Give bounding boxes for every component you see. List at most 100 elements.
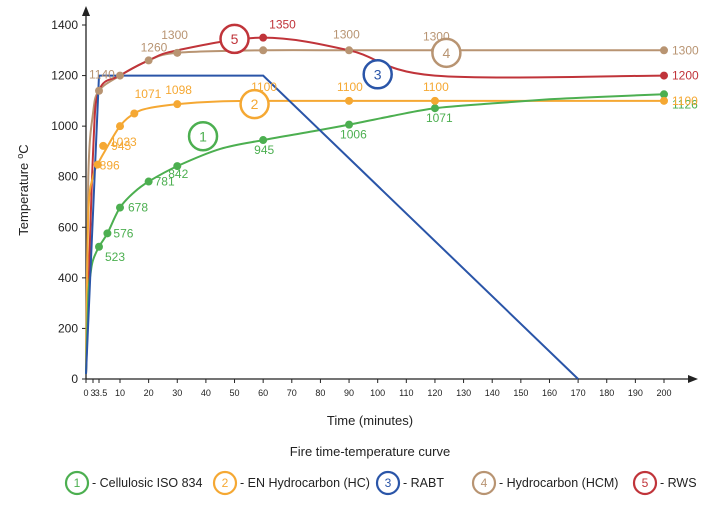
- y-tick-label: 800: [58, 170, 78, 184]
- series-layer: [85, 33, 668, 380]
- x-tick-label: 60: [258, 388, 268, 398]
- y-axis-unit-sup: o: [15, 154, 25, 159]
- data-point-cellulosic: [430, 104, 439, 113]
- legend-label-rws: - RWS: [660, 476, 697, 490]
- series-badge-hydrocarbon: [239, 88, 270, 120]
- legend-badge-rws: [632, 470, 658, 496]
- x-tick-label: 80: [315, 388, 325, 398]
- legend-badge-number-hcm: 4: [481, 476, 488, 490]
- data-label-hydrocarbon: 945: [111, 139, 131, 153]
- data-point-hcm: [144, 56, 153, 65]
- legend-badge-hydrocarbon: [212, 470, 238, 496]
- x-tick-label: 150: [513, 388, 528, 398]
- series-badge-number-hydrocarbon: 2: [251, 96, 259, 112]
- x-tick-label: 0: [83, 388, 88, 398]
- data-point-hcm: [259, 46, 268, 55]
- series-badge-hcm: [431, 37, 462, 69]
- x-tick-label: 200: [656, 388, 671, 398]
- series-line-hydrocarbon: [85, 99, 664, 374]
- series-line-rabt: [85, 74, 579, 380]
- data-label-hcm: 1300: [333, 27, 360, 41]
- data-point-cellulosic: [345, 120, 354, 129]
- chart-title: Fire time-temperature curve: [290, 444, 450, 459]
- y-axis-unit: C: [16, 144, 31, 153]
- x-tick-label: 120: [427, 388, 442, 398]
- data-label-hydrocarbon: 1100: [423, 80, 449, 94]
- data-label-cellulosic: 842: [168, 167, 188, 181]
- y-axis-arrow: [82, 6, 90, 16]
- data-point-cellulosic: [144, 177, 153, 186]
- data-point-cellulosic: [116, 203, 124, 212]
- x-tick-label: 50: [230, 388, 240, 398]
- data-label-cellulosic: 1006: [340, 128, 367, 142]
- y-tick-label: 200: [58, 321, 78, 335]
- data-label-cellulosic: 1071: [426, 111, 453, 125]
- data-point-cellulosic: [660, 90, 668, 99]
- x-tick-label: 110: [399, 388, 413, 398]
- y-axis-label: Temperature oC: [15, 144, 31, 235]
- x-tick-label: 10: [115, 388, 125, 398]
- series-badge-rws: [219, 23, 250, 55]
- x-axis-label: Time (minutes): [327, 413, 413, 428]
- data-point-hydrocarbon: [345, 96, 354, 105]
- data-point-cellulosic: [103, 229, 112, 238]
- data-label-rws: 1350: [269, 18, 296, 32]
- data-point-hydrocarbon: [130, 109, 139, 118]
- data-label-hydrocarbon: 1100: [672, 94, 698, 108]
- x-tick-label: 170: [571, 388, 586, 398]
- y-tick-label: 0: [71, 372, 78, 386]
- data-label-cellulosic: 1126: [672, 97, 698, 111]
- x-tick-label: 3: [90, 388, 95, 398]
- data-label-hydrocarbon: 1033: [110, 135, 137, 149]
- series-badge-number-rws: 5: [231, 31, 239, 47]
- series-badge-cellulosic: [187, 121, 219, 152]
- legend-badge-number-cellulosic: 1: [74, 476, 81, 490]
- data-label-hydrocarbon: 1100: [337, 80, 363, 94]
- y-tick-label: 600: [58, 220, 78, 234]
- series-badge-number-rabt: 3: [374, 66, 382, 82]
- data-point-hcm: [660, 46, 668, 55]
- data-point-hydrocarbon: [660, 96, 668, 105]
- data-point-cellulosic: [173, 162, 182, 171]
- x-tick-label: 20: [144, 388, 154, 398]
- x-axis-arrow: [688, 375, 698, 383]
- y-tick-label: 1400: [51, 18, 78, 32]
- x-tick-label: 130: [456, 388, 471, 398]
- data-label-cellulosic: 523: [105, 250, 125, 264]
- data-label-hydrocarbon: 1098: [165, 83, 192, 97]
- series-badge-number-hcm: 4: [443, 45, 451, 61]
- data-label-hydrocarbon: 1071: [135, 87, 162, 101]
- data-label-hydrocarbon: 896: [100, 159, 120, 173]
- x-tick-label: 40: [201, 388, 211, 398]
- y-tick-label: 400: [58, 271, 78, 285]
- x-tick-label: 100: [370, 388, 385, 398]
- data-point-hcm: [173, 48, 182, 57]
- data-label-hcm: 1300: [161, 28, 188, 42]
- legend-badge-number-hydrocarbon: 2: [222, 476, 229, 490]
- data-point-hcm: [95, 86, 103, 95]
- data-point-hydrocarbon: [99, 141, 108, 150]
- legend-badge-rabt: [375, 470, 401, 496]
- data-point-hydrocarbon: [430, 96, 439, 105]
- data-point-hydrocarbon: [173, 100, 182, 109]
- series-badge-rabt: [362, 59, 393, 90]
- x-tick-label: 70: [287, 388, 297, 398]
- x-tick-label: 140: [485, 388, 500, 398]
- x-tick-label: 190: [628, 388, 643, 398]
- data-label-rws: 1200: [672, 69, 699, 83]
- series-line-rws: [85, 36, 665, 374]
- data-point-hcm: [345, 46, 354, 55]
- legend-label-rabt: - RABT: [403, 476, 444, 490]
- data-point-hcm: [116, 71, 124, 80]
- legend-label-hcm: - Hydrocarbon (HCM): [499, 476, 618, 490]
- x-tick-label: 180: [599, 388, 614, 398]
- legend-badge-number-rws: 5: [642, 476, 649, 490]
- x-tick-label: 90: [344, 388, 354, 398]
- data-point-cellulosic: [259, 136, 268, 145]
- labels-layer: 5765236787818429451006107111261896945103…: [89, 18, 699, 264]
- data-point-hydrocarbon: [116, 122, 124, 131]
- legend-badge-hcm: [471, 470, 497, 496]
